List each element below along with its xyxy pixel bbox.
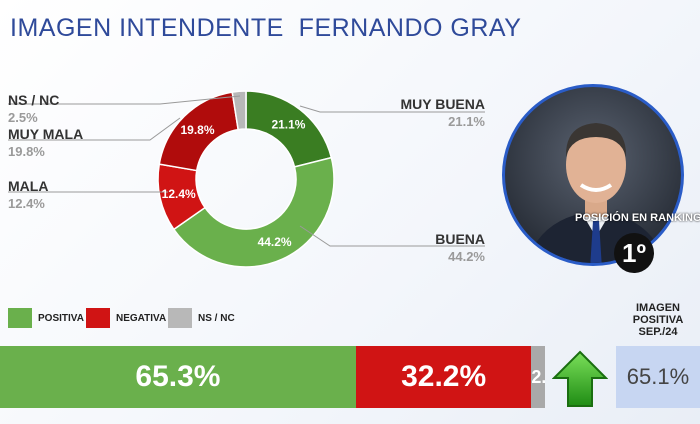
donut-label-muy-buena: 21.1% (271, 118, 305, 132)
legend-swatch-negativa (86, 308, 110, 328)
page-title: IMAGEN INTENDENTE FERNANDO GRAY (10, 14, 522, 42)
legend-negativa: NEGATIVA (86, 307, 166, 329)
legend-positiva: POSITIVA (8, 307, 84, 329)
leader-line-buena (299, 225, 485, 247)
label-nsnc: NS / NC (8, 92, 60, 108)
pct-muy-mala: 19.8% (8, 144, 45, 159)
legend-text-negativa: NEGATIVA (116, 312, 167, 324)
label-mala: MALA (8, 178, 49, 194)
legend-text-positiva: POSITIVA (38, 312, 84, 324)
previous-heading-line2: POSITIVA (632, 314, 684, 326)
legend-text-nsnc: NS / NC (198, 312, 235, 324)
pct-mala: 12.4% (8, 196, 45, 211)
previous-heading-line1: IMAGEN (636, 302, 680, 314)
donut-slice-buena (172, 156, 335, 268)
pct-muy-buena: 21.1% (448, 114, 485, 129)
donut-chart: 21.1% 44.2% 12.4% 19.8% (8, 90, 485, 268)
donut-label-muy-mala: 19.8% (181, 123, 215, 137)
label-muy-mala: MUY MALA (8, 126, 84, 142)
bar-segment-negativa: 32.2% (355, 346, 532, 408)
portrait-photo (502, 84, 684, 266)
previous-heading: IMAGEN POSITIVA SEP./24 (616, 302, 700, 338)
label-buena: BUENA (435, 231, 485, 247)
leader-line-nsnc (8, 95, 241, 105)
bar-segment-nsnc: 2.5% (531, 346, 545, 408)
pct-buena: 44.2% (448, 249, 485, 264)
leader-line-muy-buena (299, 105, 485, 113)
previous-heading-line3: SEP./24 (638, 326, 678, 338)
legend-swatch-nsnc (168, 308, 192, 328)
previous-value: 65.1% (616, 346, 700, 408)
person-icon (526, 123, 666, 263)
arrow-up-icon (552, 350, 608, 407)
ranking-badge: 1º (614, 233, 654, 273)
donut-label-buena: 44.2% (258, 235, 292, 249)
leader-line-muy-mala (8, 117, 181, 141)
ranking-caption: POSICIÓN EN RANKING (575, 212, 700, 224)
donut-slice-nsnc (231, 90, 247, 131)
pct-nsnc: 2.5% (8, 110, 38, 125)
legend-nsnc: NS / NC (168, 307, 235, 329)
bar-segment-positiva: 65.3% (0, 346, 356, 408)
legend-swatch-positiva (8, 308, 32, 328)
label-muy-buena: MUY BUENA (400, 96, 485, 112)
donut-label-mala: 12.4% (162, 187, 196, 201)
